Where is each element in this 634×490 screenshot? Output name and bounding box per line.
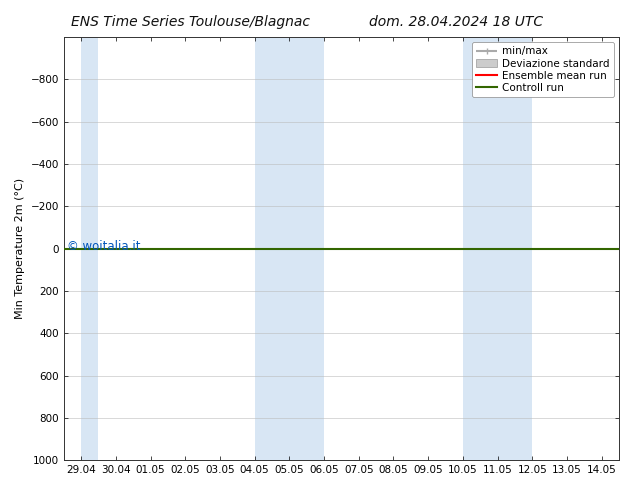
Y-axis label: Min Temperature 2m (°C): Min Temperature 2m (°C) [15,178,25,319]
Text: ENS Time Series Toulouse/Blagnac: ENS Time Series Toulouse/Blagnac [71,15,309,29]
Text: dom. 28.04.2024 18 UTC: dom. 28.04.2024 18 UTC [370,15,543,29]
Bar [498,37,533,460]
Text: © woitalia.it: © woitalia.it [67,240,140,253]
Bar [289,37,324,460]
Legend: min/max, Deviazione standard, Ensemble mean run, Controll run: min/max, Deviazione standard, Ensemble m… [472,42,614,97]
Bar [255,37,289,460]
Bar [463,37,498,460]
Bar [81,37,98,460]
